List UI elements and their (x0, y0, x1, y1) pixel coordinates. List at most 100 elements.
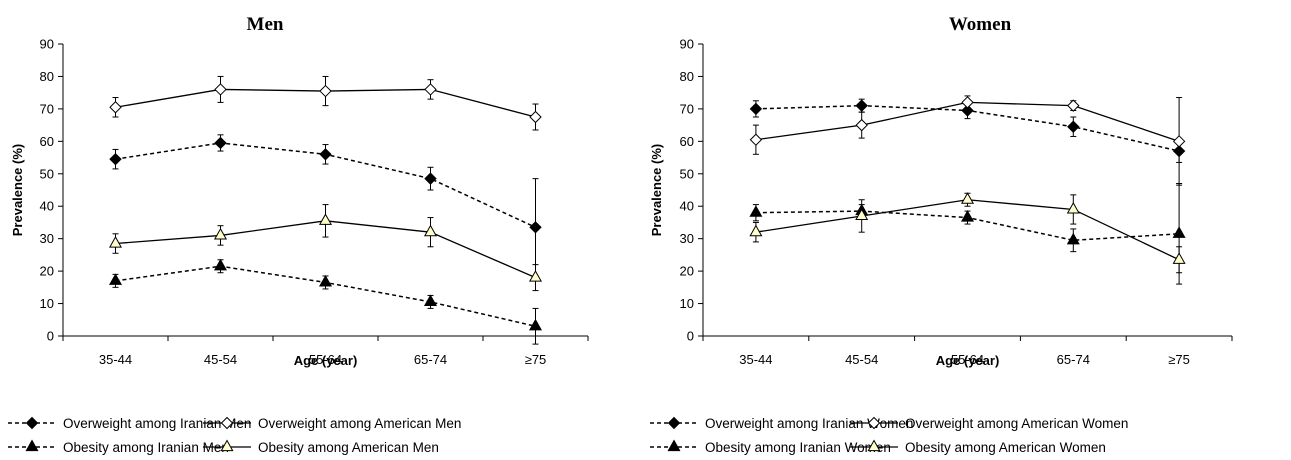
x-tick-label: 35-44 (739, 352, 772, 367)
data-point (424, 172, 437, 185)
y-tick-label: 60 (680, 134, 694, 149)
series-line (755, 199, 1180, 261)
data-point (961, 96, 974, 109)
y-tick-label: 20 (680, 264, 694, 279)
y-tick-label: 50 (680, 166, 694, 181)
y-tick-label: 10 (40, 296, 54, 311)
legend-item: Overweight among American Women (850, 416, 1128, 431)
legend-marker (25, 416, 39, 430)
data-point (961, 104, 974, 117)
series-2 (108, 258, 543, 345)
legend-item: Obesity among American Women (850, 439, 1106, 455)
legend-label: Overweight among Iranian Women (705, 416, 913, 431)
legend-item: Overweight among Iranian Men (8, 416, 251, 431)
chart-title: Men (247, 14, 284, 35)
data-point (1067, 99, 1080, 112)
x-tick-label: 45-54 (845, 352, 878, 367)
y-axis-label: Prevalence (%) (10, 144, 25, 237)
legend-marker (220, 439, 234, 452)
y-tick-label: 0 (687, 329, 694, 344)
x-tick-label: 45-54 (204, 352, 237, 367)
legend-label: Obesity among Iranian Women (705, 440, 891, 455)
data-point (960, 192, 975, 204)
legend: Overweight among Iranian WomenOverweight… (650, 416, 1128, 455)
data-point (1066, 232, 1080, 245)
x-tick-label: ≥75 (1168, 352, 1190, 367)
legend-label: Overweight among American Women (905, 416, 1128, 431)
x-axis-label: Age (year) (936, 353, 1000, 368)
legend-item: Overweight among American Men (203, 416, 461, 431)
y-tick-label: 90 (680, 37, 694, 52)
x-tick-label: 35-44 (99, 352, 132, 367)
legend-marker (867, 416, 881, 430)
series-0 (109, 134, 542, 277)
legend-label: Obesity among American Women (905, 440, 1106, 455)
data-point (213, 227, 228, 240)
legend-item: Overweight among Iranian Women (650, 416, 913, 431)
x-axis-label: Age (year) (294, 353, 358, 368)
legend-label: Obesity among Iranian Men (63, 440, 229, 455)
data-point (1066, 201, 1080, 214)
data-point (214, 83, 227, 96)
y-tick-label: 70 (680, 101, 694, 116)
x-tick-label: 55-64 (309, 352, 342, 367)
y-tick-label: 80 (680, 69, 694, 84)
data-point (423, 294, 438, 307)
chart-title: Women (949, 14, 1012, 35)
legend-label: Obesity among American Men (258, 440, 439, 455)
data-point (1172, 135, 1186, 148)
x-tick-label: 65-74 (1057, 352, 1090, 367)
data-point (213, 258, 228, 271)
data-point (319, 84, 332, 98)
legend-marker (667, 439, 681, 452)
y-tick-label: 90 (40, 37, 54, 52)
data-point (214, 136, 227, 150)
y-tick-label: 0 (47, 329, 54, 344)
data-point (318, 274, 333, 287)
x-tick-label: 65-74 (414, 352, 447, 367)
data-point (528, 270, 543, 282)
data-point (424, 83, 437, 96)
data-point (108, 236, 123, 248)
series-1 (109, 75, 542, 131)
legend-label: Overweight among Iranian Men (63, 416, 251, 431)
y-tick-label: 10 (680, 296, 694, 311)
legend-marker (25, 439, 39, 452)
data-point (108, 273, 123, 285)
data-point (1067, 120, 1080, 133)
data-point (749, 133, 763, 146)
chart-women: Women 0 10 20 30 40 50 60 70 80 90 35-44 45-54 55-64 6… (649, 14, 1233, 455)
legend: Overweight among Iranian Men Overweight a… (8, 416, 461, 455)
y-axis-label: Prevalence (%) (649, 144, 664, 237)
series-1 (749, 95, 1186, 186)
data-point (1172, 252, 1186, 264)
data-point (423, 224, 438, 237)
y-tick-label: 30 (40, 231, 54, 246)
y-tick-label: 80 (40, 69, 54, 84)
legend-marker (667, 416, 681, 430)
data-point (855, 208, 869, 221)
data-point (109, 101, 122, 114)
data-point (529, 110, 542, 124)
legend-item: Obesity among American Men (203, 439, 439, 455)
data-point (749, 224, 763, 237)
data-point (109, 152, 122, 166)
data-point (855, 99, 868, 112)
y-tick-label: 70 (40, 101, 54, 116)
data-point (318, 213, 333, 225)
data-point (529, 221, 542, 234)
chart-men: Men 0 10 20 30 40 50 60 70 80 90 35-44 45-54 55-64 65-… (8, 14, 589, 455)
data-point (749, 205, 763, 217)
legend-item: Obesity among Iranian Men (8, 439, 229, 455)
x-tick-label: 55-64 (951, 352, 984, 367)
y-tick-label: 20 (40, 264, 54, 279)
x-tick-label: ≥75 (525, 352, 547, 367)
y-tick-label: 30 (680, 231, 694, 246)
series-0 (749, 98, 1186, 163)
series-3 (749, 192, 1186, 274)
data-point (319, 148, 332, 161)
y-tick-label: 60 (40, 134, 54, 149)
legend-label: Overweight among American Men (258, 416, 461, 431)
y-tick-label: 40 (40, 199, 54, 214)
